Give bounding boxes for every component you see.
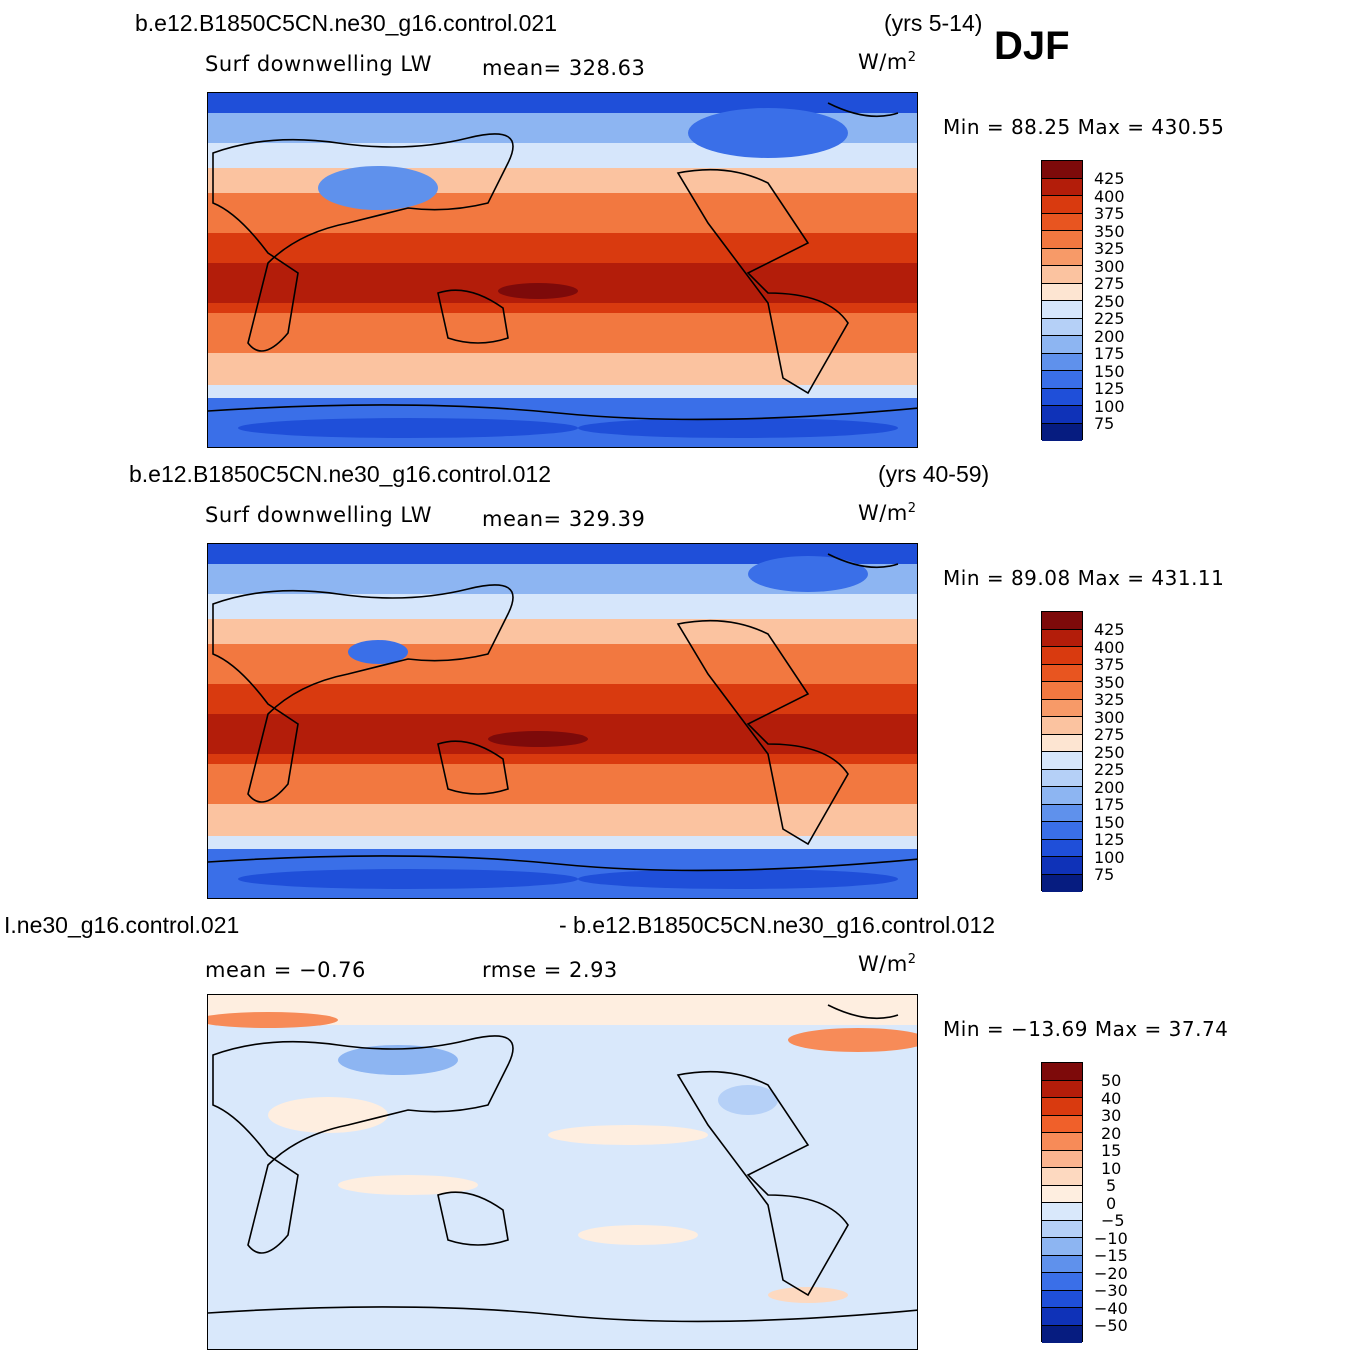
cb1-label: 325 xyxy=(1094,239,1125,258)
cb3-label: 20 xyxy=(1101,1124,1122,1143)
cb1-label: 350 xyxy=(1094,222,1125,241)
panel1-case-title: b.e12.B1850C5CN.ne30_g16.control.021 xyxy=(135,10,557,36)
cb3-label: −10 xyxy=(1094,1229,1128,1248)
cb3-label: 30 xyxy=(1101,1106,1122,1125)
panel3-minmax: Min = −13.69 Max = 37.74 xyxy=(943,1017,1229,1041)
panel1-colorbar xyxy=(1041,160,1083,441)
cb3-label: −20 xyxy=(1094,1264,1128,1283)
panel3-map-field xyxy=(208,995,917,1349)
cb2-label: 200 xyxy=(1094,778,1125,797)
cb2-label: 375 xyxy=(1094,655,1125,674)
cb2-label: 325 xyxy=(1094,690,1125,709)
cb1-label: 200 xyxy=(1094,327,1125,346)
panel2-minmax: Min = 89.08 Max = 431.11 xyxy=(943,566,1225,590)
cb3-label: 5 xyxy=(1106,1176,1117,1195)
cb3-label: −5 xyxy=(1101,1211,1125,1230)
cb2-label: 250 xyxy=(1094,743,1125,762)
cb3-label: 40 xyxy=(1101,1089,1122,1108)
cb3-label: −50 xyxy=(1094,1316,1128,1335)
cb2-label: 400 xyxy=(1094,638,1125,657)
panel1-map-field xyxy=(208,93,917,447)
panel2-mean: mean= 329.39 xyxy=(482,507,646,531)
panel1-minmax: Min = 88.25 Max = 430.55 xyxy=(943,115,1225,139)
season-label: DJF xyxy=(994,24,1070,68)
cb3-label: −15 xyxy=(1094,1246,1128,1265)
panel2-map-field xyxy=(208,544,917,898)
panel1-map xyxy=(207,92,918,448)
cb2-label: 75 xyxy=(1094,865,1115,884)
panel2-units: W/m2 xyxy=(858,501,917,525)
cb1-label: 300 xyxy=(1094,257,1125,276)
cb2-label: 175 xyxy=(1094,795,1125,814)
cb1-label: 100 xyxy=(1094,397,1125,416)
cb3-label: 50 xyxy=(1101,1071,1122,1090)
cb2-label: 100 xyxy=(1094,848,1125,867)
cb1-label: 425 xyxy=(1094,169,1125,188)
panel1-mean: mean= 328.63 xyxy=(482,56,646,80)
panel3-mean: mean = −0.76 xyxy=(205,958,366,982)
cb1-label: 125 xyxy=(1094,379,1125,398)
panel2-years: (yrs 40-59) xyxy=(878,461,990,487)
panel3-rmse: rmse = 2.93 xyxy=(482,958,618,982)
panel2-case-title: b.e12.B1850C5CN.ne30_g16.control.012 xyxy=(129,461,551,487)
cb2-label: 225 xyxy=(1094,760,1125,779)
panel1-years: (yrs 5-14) xyxy=(884,10,983,36)
panel3-units: W/m2 xyxy=(858,952,917,976)
cb1-label: 175 xyxy=(1094,344,1125,363)
cb1-label: 375 xyxy=(1094,204,1125,223)
cb1-label: 225 xyxy=(1094,309,1125,328)
cb2-label: 275 xyxy=(1094,725,1125,744)
cb1-label: 250 xyxy=(1094,292,1125,311)
cb3-label: 10 xyxy=(1101,1159,1122,1178)
cb3-label: −40 xyxy=(1094,1299,1128,1318)
panel1-variable: Surf downwelling LW xyxy=(205,52,432,76)
cb1-label: 400 xyxy=(1094,187,1125,206)
panel3-case-title-left: І.ne30_g16.control.021 xyxy=(4,912,240,938)
cb3-label: 0 xyxy=(1106,1194,1117,1213)
panel1-units: W/m2 xyxy=(858,50,917,74)
panel3-case-title-right: - b.e12.B1850C5CN.ne30_g16.control.012 xyxy=(559,912,996,938)
cb2-label: 425 xyxy=(1094,620,1125,639)
panel2-colorbar xyxy=(1041,611,1083,892)
cb1-label: 150 xyxy=(1094,362,1125,381)
panel3-colorbar xyxy=(1041,1062,1083,1343)
cb2-label: 300 xyxy=(1094,708,1125,727)
panel2-map xyxy=(207,543,918,899)
cb1-label: 275 xyxy=(1094,274,1125,293)
panel3-map xyxy=(207,994,918,1350)
cb1-label: 75 xyxy=(1094,414,1115,433)
cb3-label: −30 xyxy=(1094,1281,1128,1300)
cb2-label: 150 xyxy=(1094,813,1125,832)
cb2-label: 350 xyxy=(1094,673,1125,692)
panel2-variable: Surf downwelling LW xyxy=(205,503,432,527)
cb2-label: 125 xyxy=(1094,830,1125,849)
cb3-label: 15 xyxy=(1101,1141,1122,1160)
